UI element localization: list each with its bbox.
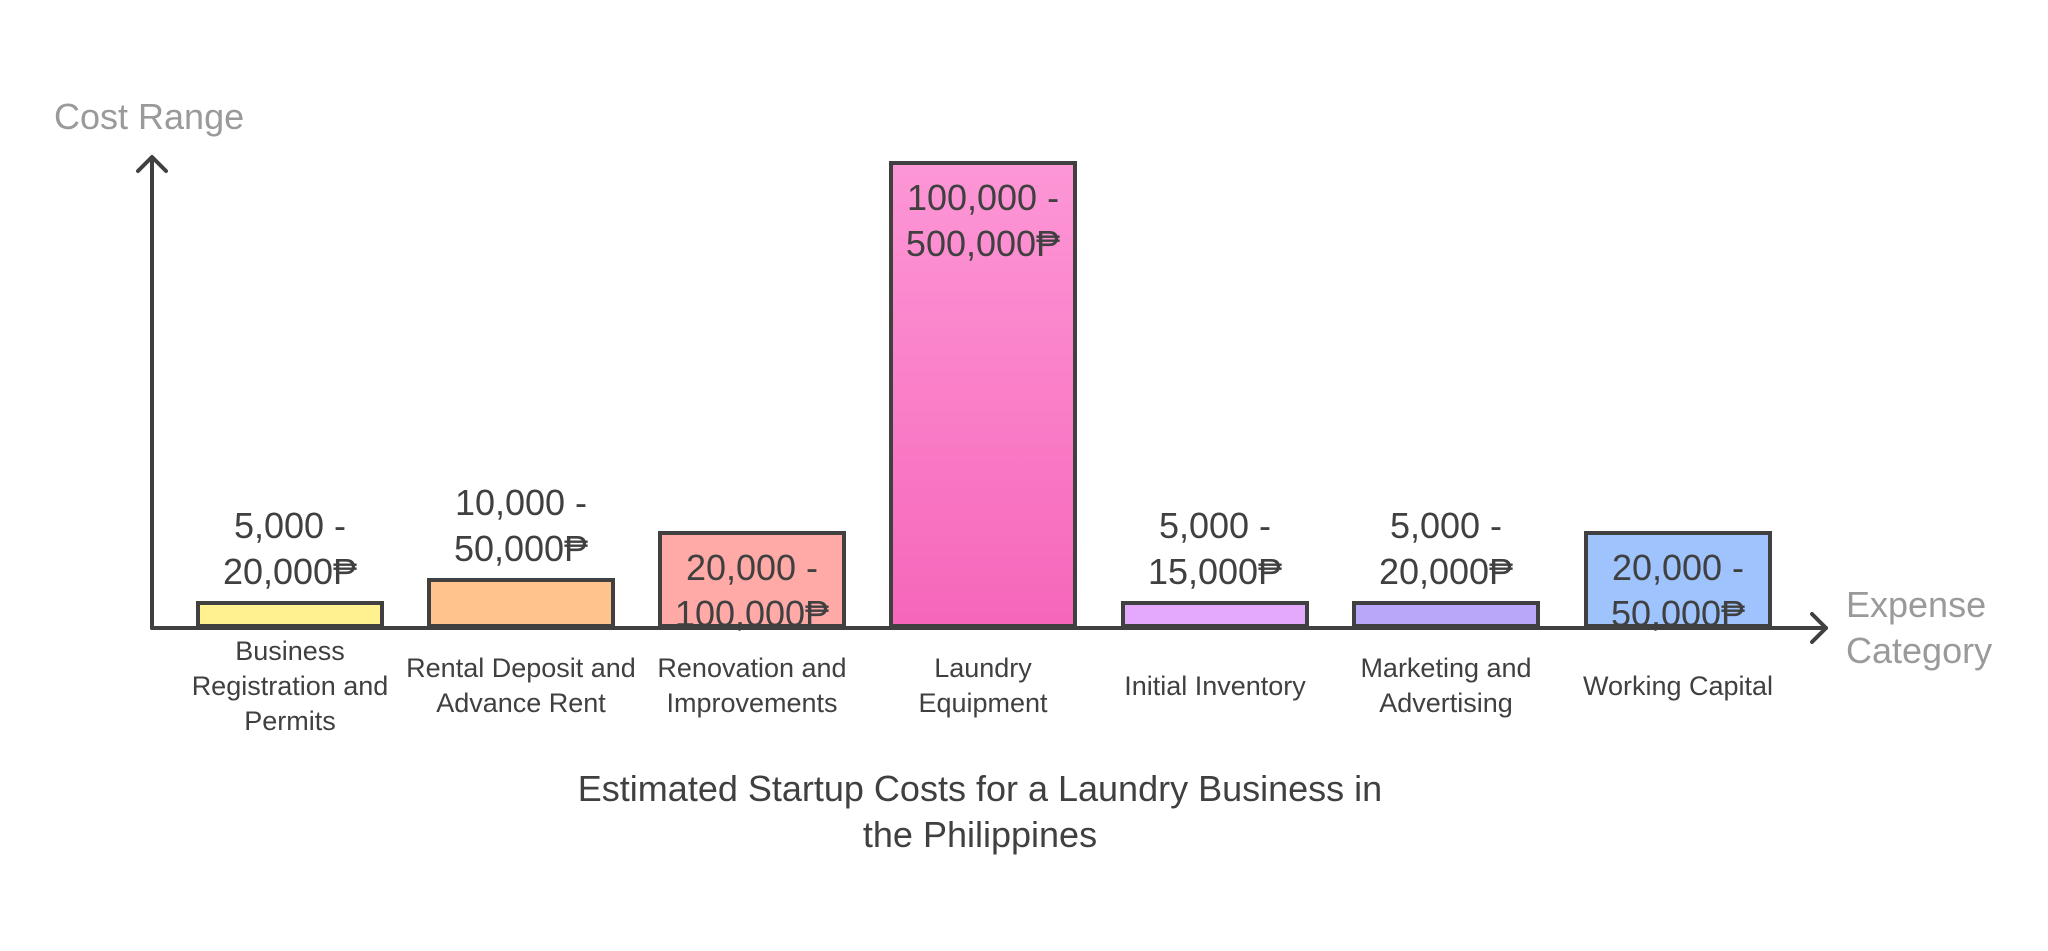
category-label-4: Laundry Equipment — [918, 653, 1048, 718]
value-label-7: 20,000 - 50,000₱ — [1610, 547, 1746, 634]
x-axis-arrow-icon — [1810, 612, 1828, 644]
y-axis-arrow-icon — [136, 155, 168, 173]
bar-4 — [889, 161, 1077, 628]
category-label-1: Business Registration and Permits — [191, 635, 389, 736]
y-axis-title: Cost Range — [54, 96, 245, 137]
category-label-3: Renovation and Improvements — [657, 653, 847, 718]
value-label-1: 5,000 - 20,000₱ — [222, 505, 358, 592]
value-label-2: 10,000 - 50,000₱ — [453, 482, 589, 569]
value-label-5: 5,000 - 15,000₱ — [1147, 505, 1283, 592]
bar-5 — [1121, 601, 1309, 628]
value-label-4: 100,000 - 500,000₱ — [905, 177, 1061, 264]
category-label-5: Initial Inventory — [1124, 670, 1306, 701]
category-label-7: Working Capital — [1582, 670, 1774, 701]
value-label-6: 5,000 - 20,000₱ — [1378, 505, 1514, 592]
value-label-3: 20,000 - 100,000₱ — [674, 547, 830, 634]
bar-2 — [427, 578, 615, 628]
bar-3 — [658, 531, 846, 628]
bar-1 — [196, 601, 384, 628]
bar-6 — [1352, 601, 1540, 628]
x-axis-title: Expense Category — [1846, 584, 1993, 671]
chart-title: Estimated Startup Costs for a Laundry Bu… — [577, 768, 1383, 855]
category-label-2: Rental Deposit and Advance Rent — [406, 653, 636, 718]
category-label-6: Marketing and Advertising — [1360, 653, 1532, 718]
